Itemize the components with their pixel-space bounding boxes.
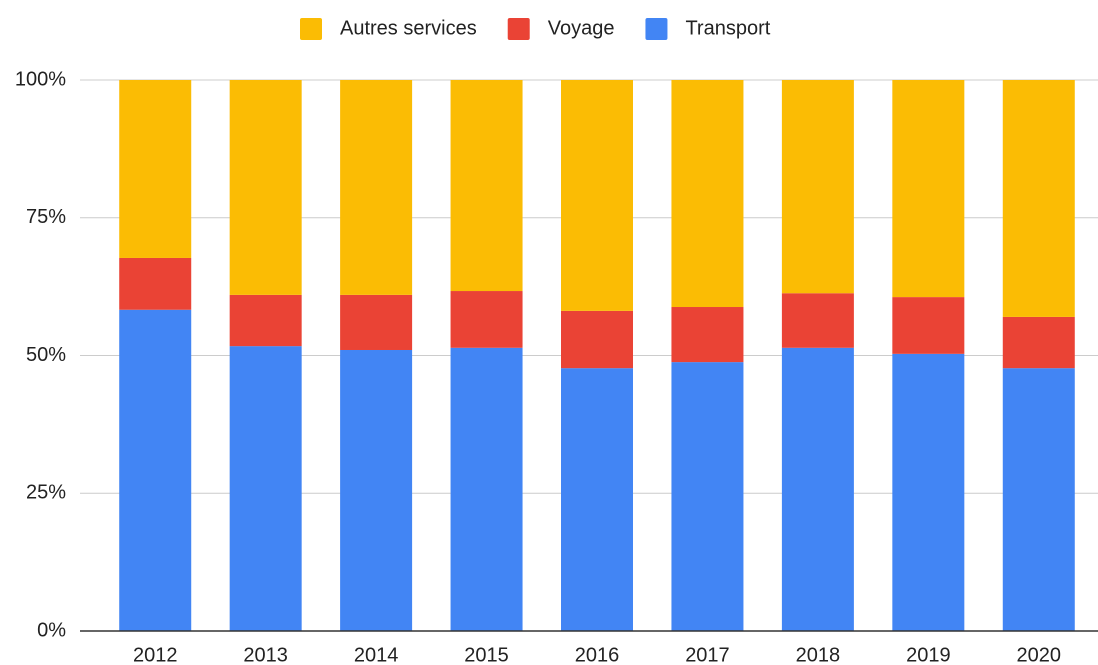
bar-segment [229,294,302,347]
bar-segment [1002,316,1075,369]
bar-segment [781,293,854,348]
bar-segment [340,80,413,295]
legend-label: Voyage [548,17,615,39]
bar-segment [892,353,965,631]
bar-segment [119,309,192,631]
legend-swatch [507,18,530,40]
bar-segment [229,346,302,631]
bar-segment [1002,368,1075,631]
y-tick-label: 25% [26,482,66,504]
bar-segment [671,80,744,308]
x-tick-label: 2019 [906,644,951,665]
bar-segment [781,80,854,294]
bar-segment [450,291,523,348]
bar-segment [671,362,744,631]
bar-segment [119,80,192,258]
x-tick-label: 2015 [464,644,509,665]
y-tick-label: 75% [26,206,66,228]
bar-segment [892,297,965,354]
bar-segment [119,257,192,310]
x-tick-label: 2013 [243,644,288,665]
bar-segment [1002,80,1075,317]
x-tick-label: 2017 [685,644,730,665]
y-tick-label: 50% [26,344,66,366]
bar-segment [561,368,633,631]
bar-segment [229,80,302,295]
bar-segment [561,310,633,369]
bar-segment [450,347,523,631]
bar-segment [671,307,744,363]
x-tick-label: 2014 [354,644,399,665]
y-tick-label: 0% [37,619,66,641]
bar-segment [561,80,633,311]
bar-segment [450,80,523,292]
bar-segment [340,349,413,631]
legend-label: Autres services [340,17,477,39]
y-tick-label: 100% [15,68,66,90]
legend-label: Transport [685,17,770,39]
legend-swatch [645,18,668,40]
x-tick-label: 2012 [133,644,178,665]
bar-segment [781,347,854,631]
x-tick-label: 2020 [1017,644,1062,665]
legend-swatch [300,18,322,40]
x-tick-label: 2018 [796,644,841,665]
bar-segment [892,80,965,298]
x-tick-label: 2016 [575,644,620,665]
bar-segment [340,294,413,350]
